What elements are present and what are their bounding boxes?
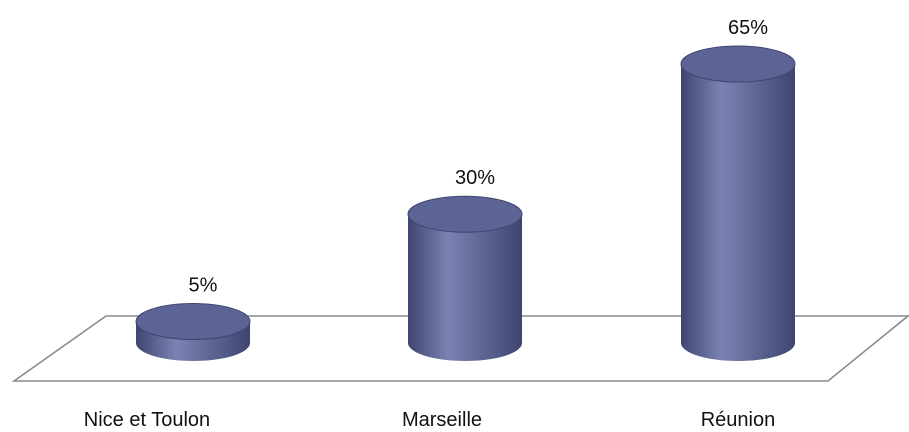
bar-0 [135, 303, 251, 361]
labels-layer: 5% Nice et Toulon 30% Marseille 65% Réunion [84, 17, 775, 431]
value-label-1: 30% [455, 167, 495, 189]
bar-top-0 [135, 303, 251, 341]
bar-body-2 [681, 64, 795, 361]
category-label-2: Réunion [701, 409, 776, 431]
value-label-0: 5% [189, 275, 218, 297]
category-label-0: Nice et Toulon [84, 409, 210, 431]
bar-body-1 [408, 214, 522, 361]
bar-top-1 [407, 195, 523, 233]
bar-1 [407, 195, 523, 361]
bars-layer [135, 45, 796, 361]
category-label-1: Marseille [402, 409, 482, 431]
bar-top-2 [680, 45, 796, 83]
value-label-2: 65% [728, 17, 768, 39]
bar-2 [680, 45, 796, 361]
